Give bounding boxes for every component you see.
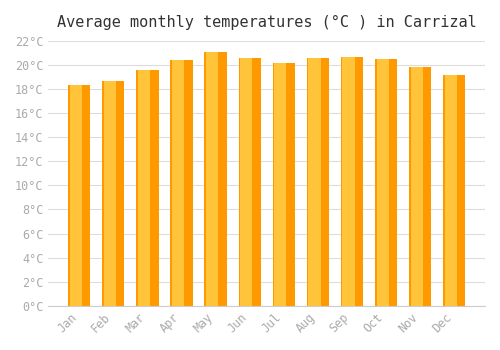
Bar <box>138 70 150 306</box>
Bar <box>274 63 286 306</box>
Bar <box>136 70 158 306</box>
Bar <box>443 75 465 306</box>
Bar <box>376 59 388 306</box>
Title: Average monthly temperatures (°C ) in Carrizal: Average monthly temperatures (°C ) in Ca… <box>57 15 476 30</box>
Bar <box>204 52 227 306</box>
Bar <box>102 80 124 306</box>
Bar <box>410 68 423 306</box>
Bar <box>341 57 363 306</box>
Bar <box>70 85 82 306</box>
Bar <box>172 60 184 306</box>
Bar <box>104 80 116 306</box>
Bar <box>238 58 260 306</box>
Bar <box>206 52 218 306</box>
Bar <box>170 60 192 306</box>
Bar <box>306 58 329 306</box>
Bar <box>68 85 90 306</box>
Bar <box>240 58 252 306</box>
Bar <box>272 63 295 306</box>
Bar <box>375 59 397 306</box>
Bar <box>444 75 457 306</box>
Bar <box>308 58 320 306</box>
Bar <box>409 68 431 306</box>
Bar <box>342 57 354 306</box>
